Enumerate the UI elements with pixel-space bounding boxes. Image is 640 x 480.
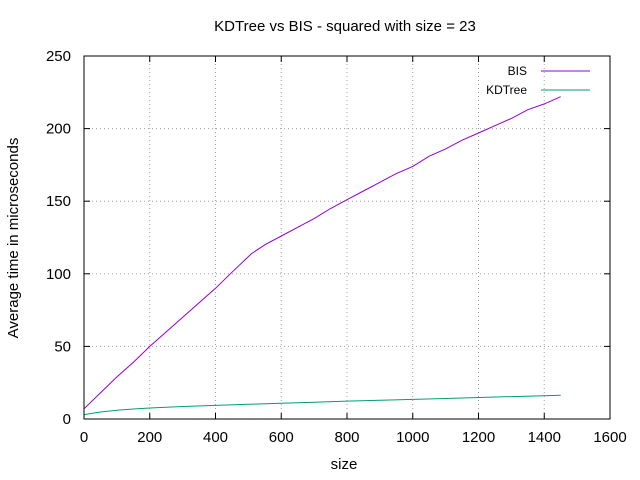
y-tick-label: 100 — [46, 266, 71, 283]
y-axis-label: Average time in microseconds — [5, 138, 22, 339]
x-tick-label: 1200 — [462, 429, 495, 446]
x-axis-label: size — [331, 456, 358, 473]
legend: BIS KDTree — [486, 64, 590, 97]
grid — [84, 56, 610, 419]
y-tick-label: 200 — [46, 121, 71, 138]
x-tick-label: 1600 — [593, 429, 626, 446]
legend-label-kdtree: KDTree — [486, 83, 527, 97]
plot-frame — [83, 55, 611, 420]
y-tick-label: 250 — [46, 48, 71, 65]
y-tick-label: 150 — [46, 193, 71, 210]
x-tick-label: 1400 — [528, 429, 561, 446]
chart-title: KDTree vs BIS - squared with size = 23 — [214, 18, 476, 35]
y-tick-label: 50 — [54, 338, 71, 355]
axis-ticks: 0 200 400 600 800 1000 1200 1400 1600 0 50 100 150 20… — [46, 48, 627, 446]
x-tick-label: 200 — [137, 429, 162, 446]
y-tick-label: 0 — [63, 411, 71, 428]
x-tick-label: 400 — [203, 429, 228, 446]
series-line-bis — [83, 96, 561, 410]
x-tick-label: 800 — [334, 429, 359, 446]
series-line-kdtree — [83, 394, 561, 416]
x-tick-label: 1000 — [396, 429, 429, 446]
legend-label-bis: BIS — [508, 64, 527, 78]
x-tick-label: 0 — [80, 429, 88, 446]
series-lines — [83, 96, 561, 416]
x-tick-label: 600 — [269, 429, 294, 446]
